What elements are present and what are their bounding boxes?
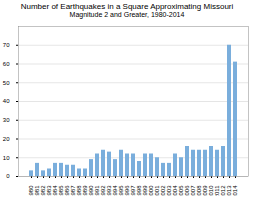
svg-text:30: 30	[3, 117, 10, 123]
svg-text:50: 50	[3, 80, 10, 86]
svg-text:2014: 2014	[232, 185, 238, 196]
svg-text:10: 10	[3, 155, 10, 161]
svg-text:60: 60	[3, 61, 10, 67]
html-text:Magnitude 2 and Greater, 1980-: Magnitude 2 and Greater, 1980-2014	[69, 11, 185, 19]
svg-text:20: 20	[3, 136, 10, 142]
svg-text:0: 0	[6, 174, 10, 180]
html-text:Number of Earthquakes in a Squ: Number of Earthquakes in a Square Approx…	[20, 2, 234, 11]
svg-text:70: 70	[3, 42, 10, 48]
svg-text:40: 40	[3, 99, 10, 105]
